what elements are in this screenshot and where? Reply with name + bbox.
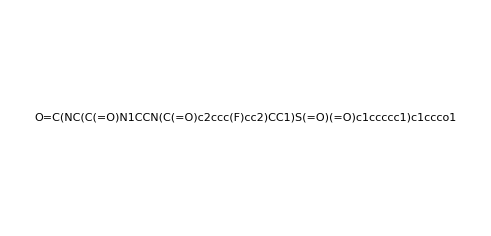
Text: O=C(NC(C(=O)N1CCN(C(=O)c2ccc(F)cc2)CC1)S(=O)(=O)c1ccccc1)c1ccco1: O=C(NC(C(=O)N1CCN(C(=O)c2ccc(F)cc2)CC1)S… — [34, 113, 457, 123]
